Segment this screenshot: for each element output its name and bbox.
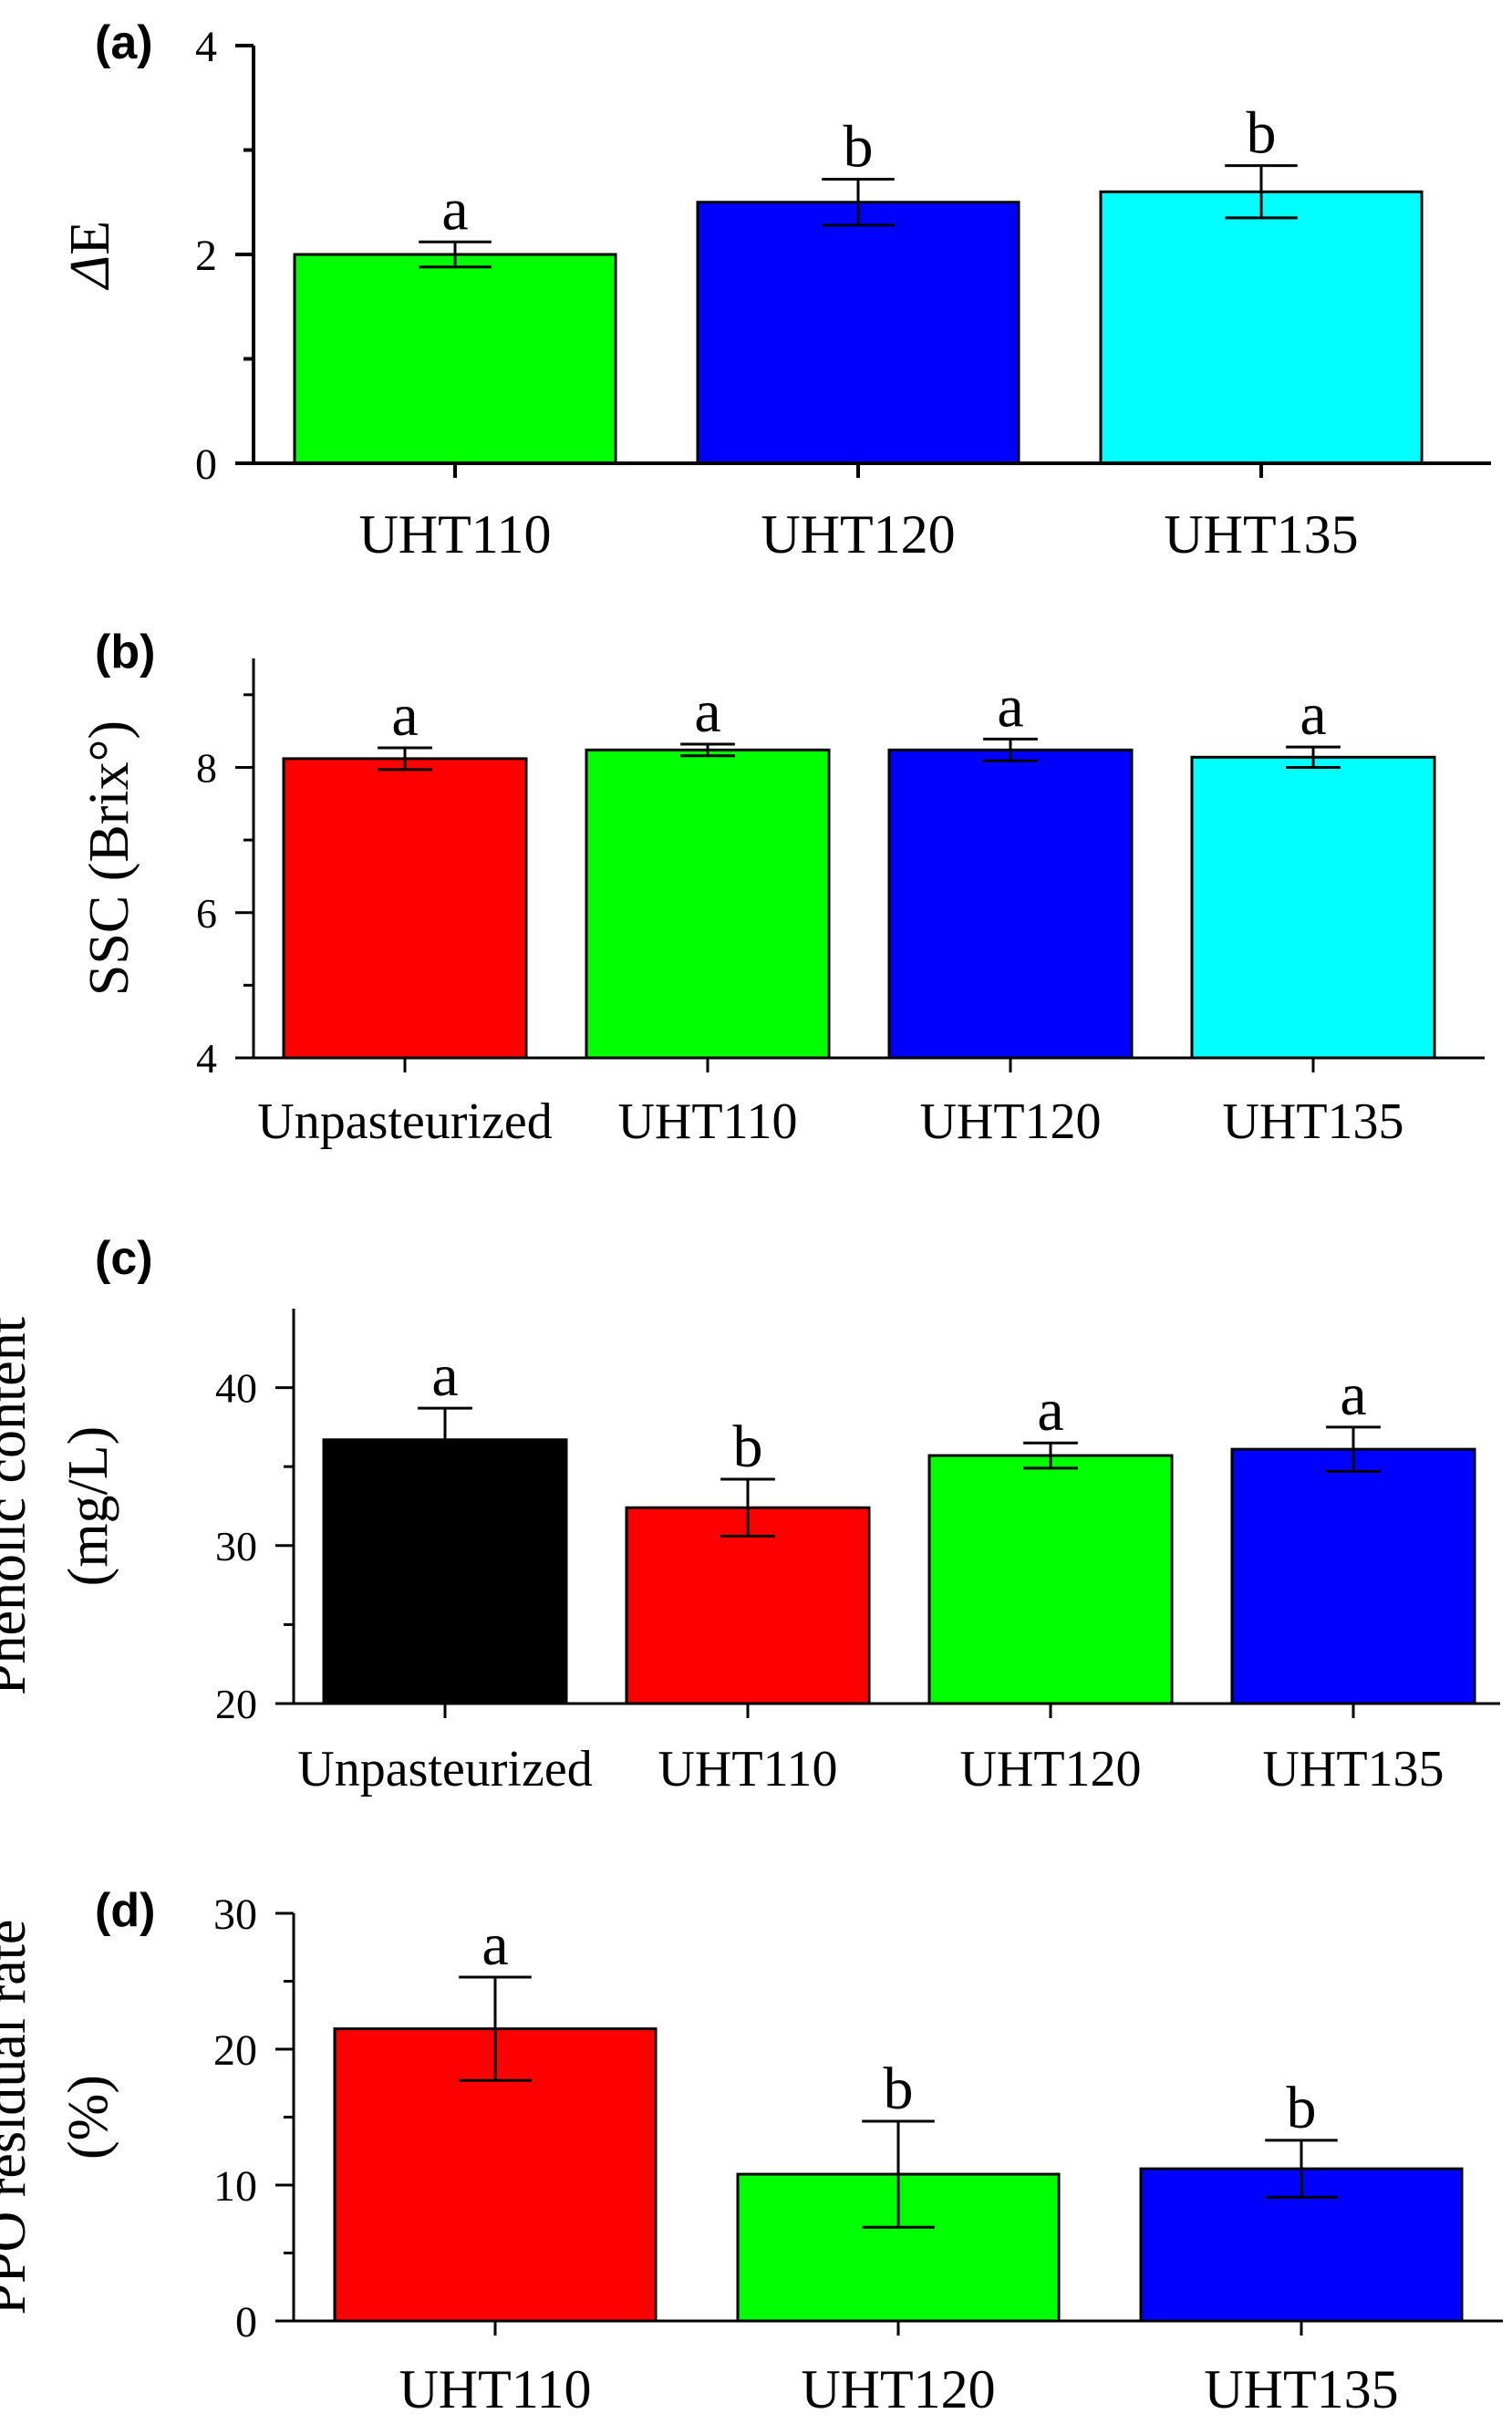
significance-letter: b xyxy=(884,2056,914,2122)
significance-letter: a xyxy=(997,673,1023,740)
bar xyxy=(1099,190,1424,465)
x-tick-label: UHT135 xyxy=(1164,504,1358,565)
x-tick-label: UHT135 xyxy=(1204,2359,1398,2419)
x-tick-label: Unpasteurized xyxy=(297,1741,592,1797)
panel-label: (d) xyxy=(95,1884,155,1937)
panel-label: (a) xyxy=(95,16,153,69)
significance-letter: a xyxy=(482,1911,508,1978)
x-tick-label: UHT135 xyxy=(1222,1093,1403,1150)
significance-letter: a xyxy=(694,679,720,745)
y-tick-label: 2 xyxy=(195,232,217,280)
y-tick-label: 8 xyxy=(196,745,217,792)
panel-label: (c) xyxy=(95,1232,153,1285)
x-tick-label: UHT120 xyxy=(801,2359,995,2419)
bar xyxy=(282,757,528,1060)
panel-b: a Unpasteurized a UHT110 a UHT120 a UHT135 4 6 8 (b… xyxy=(78,626,1485,1150)
y-tick-label: 4 xyxy=(195,23,217,71)
y-axis-label: Phenolic content xyxy=(0,1317,37,1695)
y-axis-label: (%) xyxy=(57,2075,119,2160)
bar xyxy=(1230,1447,1476,1705)
significance-letter: a xyxy=(1300,681,1326,748)
significance-letter: a xyxy=(1340,1362,1366,1428)
bar xyxy=(1190,755,1436,1060)
bar xyxy=(322,1438,568,1705)
significance-letter: a xyxy=(391,682,418,749)
bar xyxy=(887,748,1134,1060)
y-tick-label: 0 xyxy=(235,2298,257,2346)
x-tick-label: UHT110 xyxy=(617,1093,797,1150)
bar xyxy=(625,1506,871,1705)
x-tick-label: UHT120 xyxy=(959,1741,1141,1797)
x-tick-label: UHT110 xyxy=(658,1741,837,1797)
significance-letter: a xyxy=(431,1342,458,1409)
bar xyxy=(927,1454,1174,1705)
panel-a: a UHT110 b UHT120 b UHT135 0 2 4 (a) ΔE xyxy=(59,16,1491,565)
x-tick-label: UHT120 xyxy=(919,1093,1101,1150)
y-tick-label: 30 xyxy=(213,1891,257,1939)
significance-letter: b xyxy=(1247,100,1277,167)
x-tick-label: UHT110 xyxy=(399,2359,591,2419)
panel-c: a Unpasteurized b UHT110 a UHT120 a UHT135 20 30 4… xyxy=(0,1232,1500,1797)
y-axis-label: PPO residual rate xyxy=(0,1920,37,2315)
bar xyxy=(293,253,617,465)
bar xyxy=(696,201,1020,465)
y-tick-label: 30 xyxy=(215,1523,257,1569)
y-tick-label: 6 xyxy=(196,890,217,937)
significance-letter: b xyxy=(844,114,874,181)
significance-letter: a xyxy=(441,176,468,243)
y-tick-label: 20 xyxy=(213,2026,257,2075)
x-tick-label: UHT110 xyxy=(358,504,551,565)
y-tick-label: 20 xyxy=(215,1681,257,1727)
significance-letter: b xyxy=(733,1414,763,1480)
y-tick-label: 40 xyxy=(215,1365,257,1412)
bar xyxy=(585,748,831,1060)
significance-letter: a xyxy=(1037,1377,1063,1444)
y-axis-label: SSC (Brix°) xyxy=(78,720,140,996)
y-axis-label: (mg/L) xyxy=(57,1426,119,1587)
x-tick-label: UHT135 xyxy=(1262,1741,1444,1797)
panel-label: (b) xyxy=(95,626,155,679)
x-tick-label: UHT120 xyxy=(761,504,955,565)
y-tick-label: 4 xyxy=(196,1035,217,1082)
y-tick-label: 10 xyxy=(213,2162,257,2211)
significance-letter: b xyxy=(1287,2075,1317,2141)
y-axis-label: ΔE xyxy=(59,221,121,291)
panel-d: a UHT110 b UHT120 b UHT135 0 10 20 30 (d) PPO resid… xyxy=(0,1884,1503,2419)
x-tick-label: Unpasteurized xyxy=(257,1093,552,1150)
y-tick-label: 0 xyxy=(195,440,217,489)
